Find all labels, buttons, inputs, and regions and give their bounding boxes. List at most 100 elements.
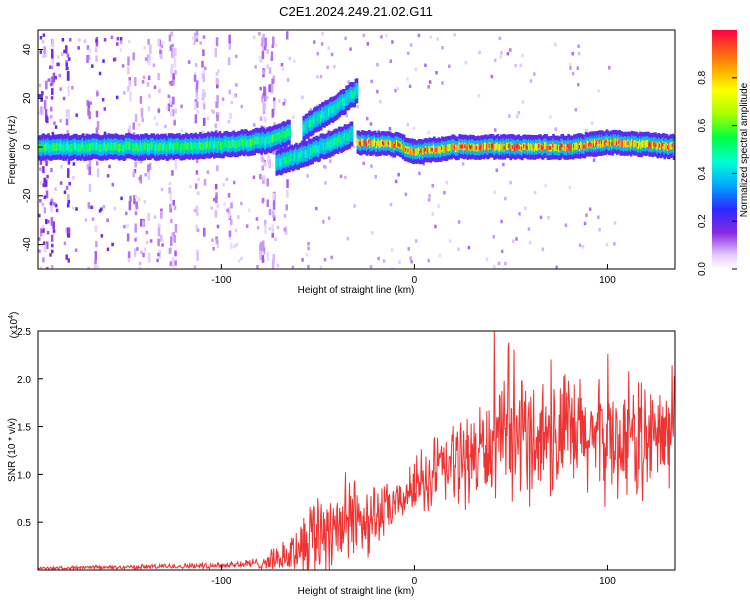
spectrogram-noise	[235, 83, 238, 87]
spectrogram-speckle	[134, 223, 137, 233]
spectrogram-noise	[240, 201, 243, 206]
spectrogram-speckle	[39, 266, 43, 269]
spectrogram-speckle	[193, 74, 197, 82]
spectrogram-noise	[443, 190, 446, 195]
spectrogram-noise	[539, 215, 543, 220]
spectrogram-noise	[235, 242, 238, 247]
spectrogram-noise	[196, 109, 200, 114]
spectrogram-noise	[260, 43, 264, 47]
spectrogram-speckle	[174, 69, 177, 76]
spectrogram-speckle	[50, 217, 54, 226]
spectrogram-noise	[141, 80, 145, 84]
spectrogram-noise	[233, 94, 237, 99]
spectrogram-noise	[60, 52, 64, 56]
spectrogram-noise	[119, 37, 123, 41]
spectrogram-noise	[464, 60, 468, 65]
spectrogram-noise	[195, 92, 199, 96]
spectrogram-speckle	[260, 153, 264, 162]
spectrogram-speckle	[266, 199, 270, 208]
spectrogram-speckle	[86, 100, 89, 107]
spectrogram-noise	[119, 48, 123, 52]
snr-y-label: SNR (10 * v/v)	[7, 418, 18, 482]
spectrogram-noise	[324, 181, 327, 185]
spectrogram-noise	[578, 243, 582, 247]
spectrogram-noise	[156, 258, 159, 263]
spectrogram-noise	[235, 54, 238, 59]
spectrogram-speckle	[272, 97, 276, 105]
spectrogram-speckle	[45, 218, 48, 225]
spectrogram-noise	[544, 183, 547, 188]
spectrogram-speckle	[262, 247, 266, 255]
spectrogram-noise	[343, 175, 347, 180]
spectrogram-speckle	[228, 89, 232, 95]
spectrogram-speckle	[266, 64, 269, 69]
spectrogram-noise	[39, 181, 43, 185]
spectrogram-noise	[427, 85, 430, 89]
colorbar-ticks: 0.0 0.2 0.4 0.6 0.8	[697, 70, 737, 276]
spectrogram-band-cell	[673, 143, 675, 151]
spectrogram-speckle	[87, 54, 91, 60]
spectrogram-noise	[196, 228, 200, 233]
spectrogram-noise	[259, 86, 262, 91]
spectrogram-speckle	[65, 118, 69, 126]
spectrogram-noise	[38, 213, 41, 218]
spectrogram-speckle	[67, 258, 71, 263]
spectrogram-noise	[143, 200, 147, 204]
spectrogram-speckle	[261, 96, 264, 103]
spectrogram-noise	[283, 227, 286, 232]
spectrogram-noise	[529, 79, 533, 83]
spectrogram-noise	[577, 51, 581, 56]
spectrogram-speckle	[216, 204, 220, 209]
spectrogram-noise	[153, 85, 157, 90]
spectrogram-speckle	[52, 221, 55, 230]
spectrogram-speckle	[50, 265, 54, 269]
spectrogram-noise	[57, 62, 60, 67]
spectrogram-speckle	[174, 224, 178, 233]
spectrogram-noise	[38, 94, 41, 98]
spectrogram-speckle	[148, 162, 152, 171]
spectrogram-noise	[252, 175, 256, 179]
spectrogram-speckle	[202, 73, 206, 83]
spectrogram-noise	[92, 206, 95, 210]
spectrogram-noise	[576, 82, 580, 87]
spectrogram-speckle	[128, 125, 131, 133]
spectrogram-noise	[326, 65, 329, 70]
spectrogram-noise	[293, 59, 296, 63]
spectrogram-noise	[427, 198, 431, 202]
spectrogram-speckle	[214, 183, 218, 190]
spectrogram-x-ticks: -100 0 100	[211, 264, 616, 286]
spectrogram-noise	[316, 51, 319, 56]
spectrogram-noise	[307, 246, 310, 251]
spectrogram-speckle	[95, 110, 99, 118]
spectrogram-noise	[434, 224, 437, 229]
spectrogram-noise	[495, 168, 499, 173]
spectrogram-noise	[100, 207, 103, 211]
spectrogram-noise	[414, 67, 418, 72]
spectrogram-speckle	[272, 210, 275, 218]
spectrogram-speckle	[270, 83, 274, 94]
spectrogram-speckle	[129, 195, 132, 202]
spectrogram-speckle	[147, 171, 151, 180]
spectrogram-speckle	[259, 55, 262, 63]
spectrogram-noise	[541, 247, 545, 252]
spectrogram-noise	[135, 205, 139, 210]
snr-series-line	[38, 331, 675, 570]
spectrogram-speckle	[88, 166, 91, 176]
spectrogram-noise	[577, 44, 580, 48]
spectrogram-speckle	[261, 165, 265, 171]
spectrogram-noise	[528, 240, 532, 245]
spectrogram-y-tick-label: -20	[22, 188, 33, 203]
spectrogram-speckle	[283, 98, 287, 103]
spectrogram-speckle	[126, 233, 130, 242]
spectrogram-noise	[152, 63, 156, 67]
spectrogram-speckle	[271, 258, 275, 269]
spectrogram-speckle	[286, 190, 289, 198]
spectrogram-noise	[212, 110, 215, 114]
spectrogram-speckle	[259, 250, 262, 260]
spectrogram-noise	[42, 183, 45, 187]
spectrogram-noise	[59, 119, 62, 123]
spectrogram-noise	[212, 247, 215, 251]
spectrogram-x-tick-label: -100	[211, 275, 231, 286]
snr-y-ticks: 0.5 1.0 1.5 2.0 2.5	[17, 327, 43, 529]
